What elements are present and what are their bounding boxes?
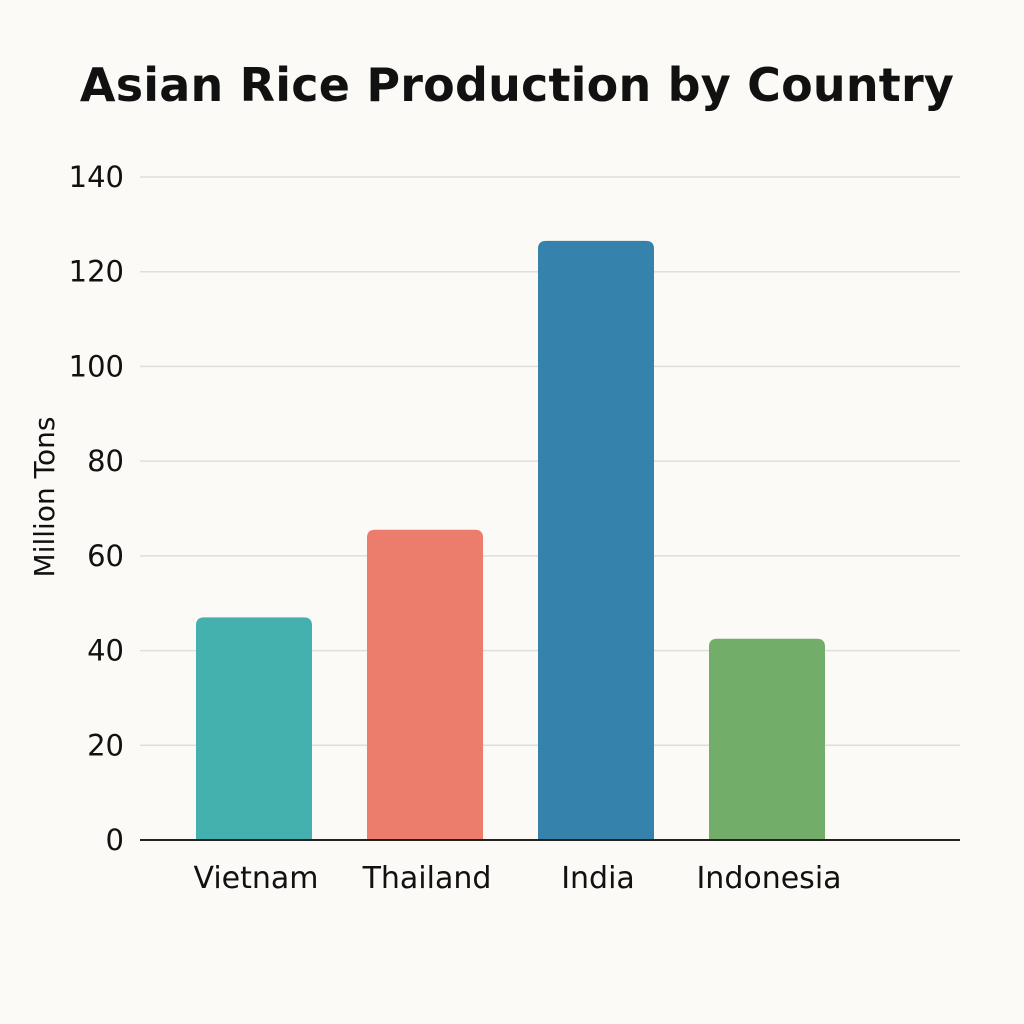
y-tick-label: 100 (69, 349, 124, 383)
y-axis-label: Million Tons (28, 417, 61, 578)
x-axis-labels: Vietnam Thailand India Indonesia (193, 861, 841, 896)
y-tick-label: 120 (69, 255, 124, 289)
y-axis-ticks: 0 20 40 60 80 100 120 140 (69, 160, 124, 857)
bar-india (538, 240, 654, 841)
y-tick-label: 40 (87, 634, 124, 668)
bar-vietnam (196, 617, 312, 840)
y-tick-label: 20 (87, 728, 124, 762)
bars (196, 240, 825, 841)
y-tick-label: 80 (87, 444, 124, 478)
bar-thailand (367, 529, 483, 840)
bar-indonesia (709, 638, 825, 840)
y-tick-label: 0 (106, 823, 124, 857)
y-tick-label: 60 (87, 539, 124, 573)
x-tick-label-vietnam: Vietnam (193, 861, 318, 896)
chart-title: Asian Rice Production by Country (79, 58, 955, 112)
x-tick-label-thailand: Thailand (362, 861, 492, 896)
x-tick-label-india: India (561, 861, 635, 896)
x-tick-label-indonesia: Indonesia (696, 861, 841, 896)
y-tick-label: 140 (69, 160, 124, 194)
